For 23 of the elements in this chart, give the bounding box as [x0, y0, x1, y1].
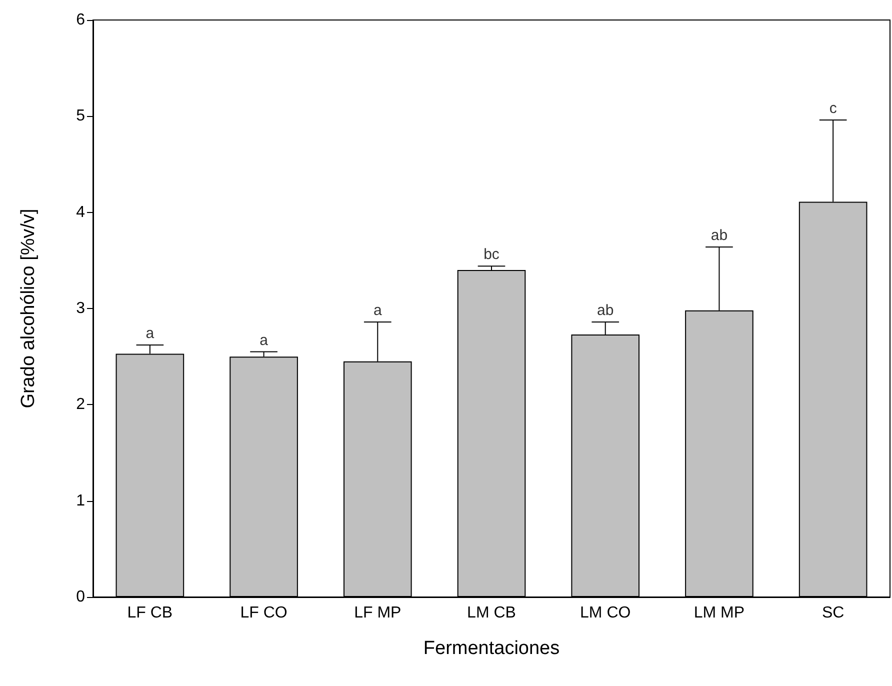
y-tick-label: 5	[76, 108, 86, 125]
y-tick-label: 0	[76, 588, 86, 606]
x-tick-label: LF CB	[127, 604, 173, 622]
x-tick-label: SC	[822, 604, 844, 622]
annotation: bc	[484, 246, 500, 264]
x-tick-label: LM CB	[467, 604, 516, 622]
x-tick-label: LF CO	[240, 604, 288, 622]
annotation: c	[829, 100, 838, 118]
annotation: a	[146, 325, 155, 342]
annotation: a	[260, 332, 269, 349]
y-tick-label: 2	[76, 396, 86, 414]
annotation: a	[373, 302, 382, 319]
annotation: ab	[710, 226, 728, 244]
x-tick-label: LF MP	[354, 604, 402, 622]
y-tick-label: 1	[76, 492, 86, 510]
x-tick-label: LM CO	[580, 604, 631, 622]
y-axis-title: Grado alcohólico [%v/v]	[18, 208, 39, 408]
x-tick-label: LM MP	[694, 604, 745, 622]
x-axis-title: Fermentaciones	[423, 638, 560, 659]
annotation: ab	[597, 302, 614, 319]
y-tick-label: 4	[76, 204, 86, 221]
y-tick-label: 3	[76, 300, 86, 317]
y-tick-label: 6	[76, 12, 86, 28]
